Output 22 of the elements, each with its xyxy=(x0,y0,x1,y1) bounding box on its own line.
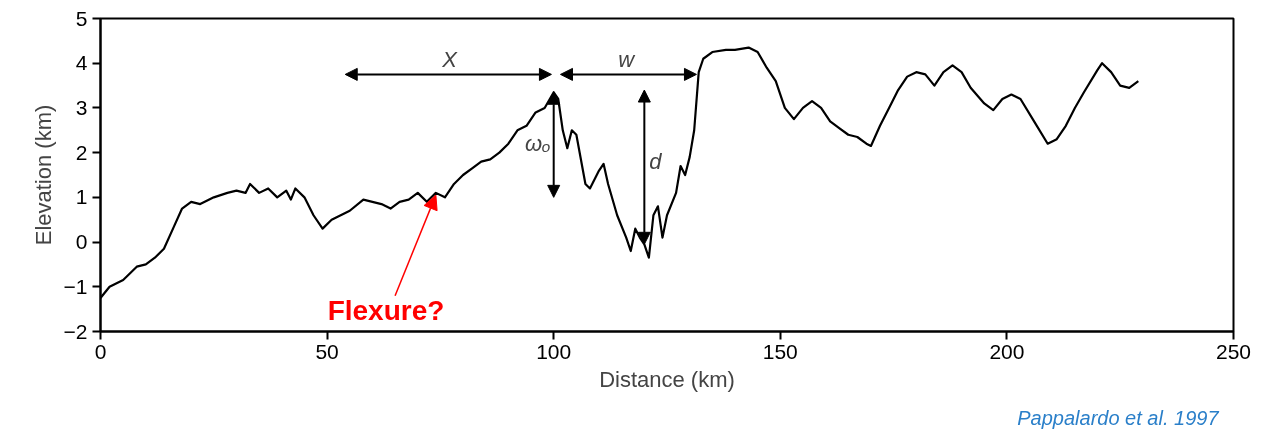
annotation: X xyxy=(441,47,459,73)
text: Pappalardo et al. 1997 xyxy=(1017,406,1220,429)
y-axis-title: Elevation (km) xyxy=(30,104,56,246)
x-axis-title: Distance (km) xyxy=(599,366,735,392)
annotation: w xyxy=(618,47,637,73)
y-tick-label: 5 xyxy=(75,6,88,30)
x-tick-label: 50 xyxy=(315,339,339,363)
y-tick-label: −1 xyxy=(63,274,88,298)
annotation: ωₒ xyxy=(524,131,551,157)
x-tick-label: 250 xyxy=(1215,339,1252,363)
x-tick-label: 150 xyxy=(762,339,798,363)
annotation: d xyxy=(649,149,663,175)
x-tick-label: 100 xyxy=(536,339,572,363)
y-tick-label: 0 xyxy=(75,230,88,254)
y-tick-label: −2 xyxy=(63,319,88,343)
y-tick-label: 4 xyxy=(75,51,88,75)
y-tick-label: 3 xyxy=(75,95,88,119)
y-tick-label: 2 xyxy=(75,140,88,164)
x-tick-label: 0 xyxy=(94,339,107,363)
x-tick-label: 200 xyxy=(989,339,1025,363)
y-tick-label: 1 xyxy=(75,185,88,209)
annotation: Flexure? xyxy=(327,295,445,327)
